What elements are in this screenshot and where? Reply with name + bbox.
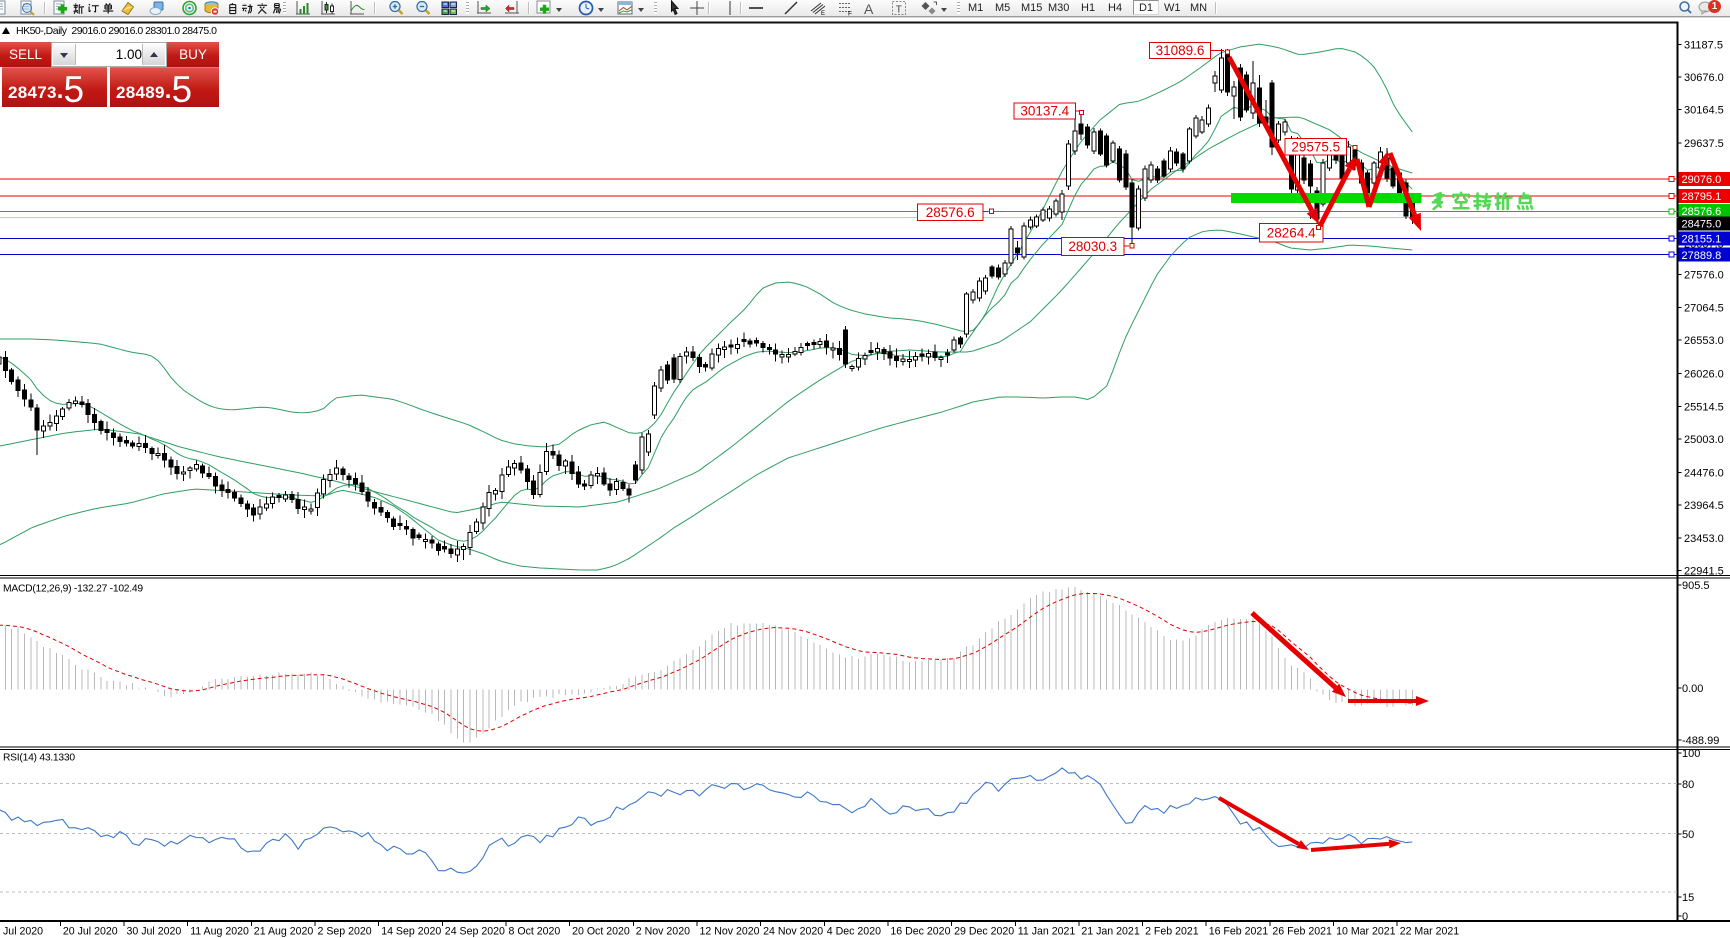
svg-text:0.00: 0.00 [1682,683,1703,695]
svg-text:20 Jul 2020: 20 Jul 2020 [63,926,118,938]
svg-text:11 Jan 2021: 11 Jan 2021 [1018,926,1076,938]
svg-text:28030.3: 28030.3 [1068,239,1117,254]
svg-text:31187.5: 31187.5 [1684,39,1723,51]
svg-text:Jul 2020: Jul 2020 [3,926,43,938]
svg-text:28264.4: 28264.4 [1267,225,1316,240]
svg-text:RSI(14) 43.1330: RSI(14) 43.1330 [3,753,75,764]
svg-text:2 Feb 2021: 2 Feb 2021 [1145,926,1199,938]
svg-text:24 Nov 2020: 24 Nov 2020 [763,926,823,938]
svg-text:905.5: 905.5 [1682,580,1710,592]
svg-text:26553.0: 26553.0 [1684,335,1724,347]
svg-text:25514.5: 25514.5 [1684,401,1724,413]
svg-text:27889.8: 27889.8 [1682,250,1722,262]
svg-text:8 Oct 2020: 8 Oct 2020 [509,926,561,938]
svg-text:21 Jan 2021: 21 Jan 2021 [1081,926,1139,938]
svg-text:-488.99: -488.99 [1682,735,1719,747]
svg-text:30164.5: 30164.5 [1684,105,1724,117]
svg-text:10 Mar 2021: 10 Mar 2021 [1336,926,1396,938]
svg-text:22941.5: 22941.5 [1684,566,1724,578]
svg-text:2 Nov 2020: 2 Nov 2020 [636,926,690,938]
svg-text:27064.5: 27064.5 [1684,302,1724,314]
svg-text:28155.1: 28155.1 [1682,234,1722,246]
svg-text:23964.5: 23964.5 [1684,500,1724,512]
svg-text:14 Sep 2020: 14 Sep 2020 [381,926,441,938]
svg-text:4 Dec 2020: 4 Dec 2020 [827,926,881,938]
svg-text:50: 50 [1682,829,1694,841]
svg-text:22 Mar 2021: 22 Mar 2021 [1400,926,1460,938]
svg-text:100: 100 [1682,748,1700,760]
svg-text:29637.5: 29637.5 [1684,138,1724,150]
svg-text:16 Dec 2020: 16 Dec 2020 [890,926,950,938]
svg-text:29076.0: 29076.0 [1682,174,1722,186]
svg-text:16 Feb 2021: 16 Feb 2021 [1209,926,1269,938]
svg-text:MACD(12,26,9) -132.27 -102.49: MACD(12,26,9) -132.27 -102.49 [3,584,143,595]
svg-text:25003.0: 25003.0 [1684,434,1724,446]
svg-text:20 Oct 2020: 20 Oct 2020 [572,926,630,938]
svg-text:29 Dec 2020: 29 Dec 2020 [954,926,1014,938]
svg-text:26 Feb 2021: 26 Feb 2021 [1272,926,1332,938]
svg-text:T: T [896,5,902,16]
svg-text:29575.5: 29575.5 [1291,139,1340,154]
svg-text:12 Nov 2020: 12 Nov 2020 [700,926,760,938]
svg-text:2 Sep 2020: 2 Sep 2020 [318,926,372,938]
svg-text:80: 80 [1682,779,1694,791]
svg-text:21 Aug 2020: 21 Aug 2020 [254,926,314,938]
svg-text:11 Aug 2020: 11 Aug 2020 [190,926,249,938]
svg-text:F: F [848,11,852,17]
svg-text:30137.4: 30137.4 [1020,104,1069,119]
svg-text:28576.6: 28576.6 [1682,206,1722,218]
svg-text:E: E [821,11,825,16]
svg-text:26026.0: 26026.0 [1684,369,1724,381]
svg-text:30676.0: 30676.0 [1684,72,1724,84]
svg-text:28576.6: 28576.6 [926,205,975,220]
svg-text:28475.0: 28475.0 [1682,219,1722,231]
svg-text:30 Jul 2020: 30 Jul 2020 [127,926,182,938]
svg-text:24 Sep 2020: 24 Sep 2020 [445,926,505,938]
svg-text:23453.0: 23453.0 [1684,533,1724,545]
svg-text:15: 15 [1682,892,1694,904]
svg-text:28795.1: 28795.1 [1682,191,1722,203]
svg-text:31089.6: 31089.6 [1156,43,1205,58]
svg-text:0: 0 [1682,911,1688,923]
svg-text:27576.0: 27576.0 [1684,270,1724,282]
svg-text:24476.0: 24476.0 [1684,468,1724,480]
